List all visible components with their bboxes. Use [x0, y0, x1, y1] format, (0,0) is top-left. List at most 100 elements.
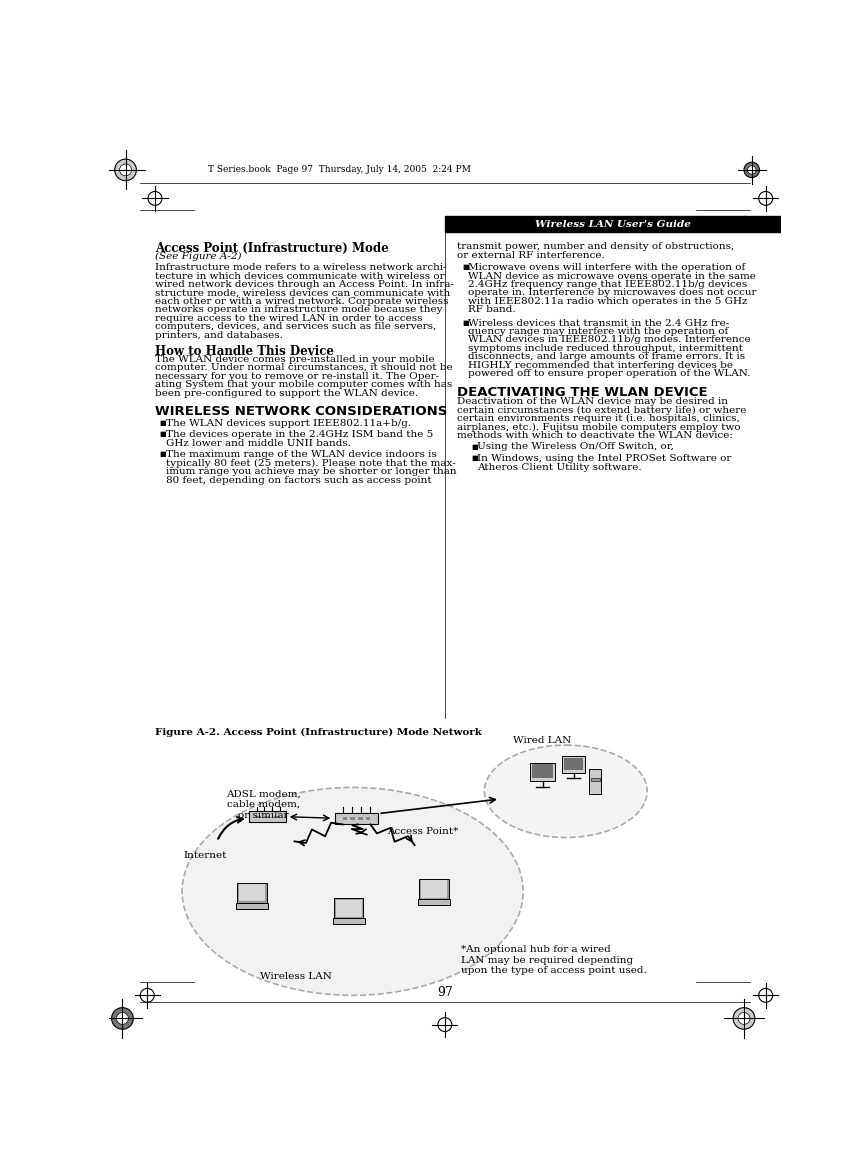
- Text: The WLAN device comes pre-installed in your mobile: The WLAN device comes pre-installed in y…: [155, 355, 435, 363]
- Ellipse shape: [182, 788, 523, 995]
- Text: The WLAN devices support IEEE802.11a+b/g.: The WLAN devices support IEEE802.11a+b/g…: [166, 418, 411, 428]
- Bar: [249, 811, 286, 822]
- Bar: [335, 813, 378, 824]
- Text: ■: ■: [471, 455, 477, 462]
- Text: 97: 97: [437, 986, 453, 999]
- Bar: [562, 756, 585, 772]
- Text: Microwave ovens will interfere with the operation of: Microwave ovens will interfere with the …: [468, 263, 746, 272]
- Bar: [237, 883, 266, 902]
- Text: ■: ■: [160, 451, 167, 457]
- Bar: [332, 919, 365, 925]
- Text: RF band.: RF band.: [468, 306, 516, 314]
- Circle shape: [115, 159, 136, 180]
- Text: DEACTIVATING THE WLAN DEVICE: DEACTIVATING THE WLAN DEVICE: [457, 386, 708, 398]
- Text: transmit power, number and density of obstructions,: transmit power, number and density of ob…: [457, 243, 734, 251]
- Text: ■: ■: [462, 264, 469, 271]
- Text: In Windows, using the Intel PROSet Software or: In Windows, using the Intel PROSet Softw…: [477, 454, 732, 463]
- Bar: [336, 900, 362, 917]
- Bar: [239, 884, 265, 901]
- Circle shape: [116, 1013, 128, 1024]
- Bar: [365, 817, 371, 819]
- Text: imum range you achieve may be shorter or longer than: imum range you achieve may be shorter or…: [166, 468, 457, 476]
- Ellipse shape: [484, 745, 648, 838]
- Text: tecture in which devices communicate with wireless or: tecture in which devices communicate wit…: [155, 272, 444, 280]
- Bar: [589, 769, 602, 793]
- Text: Access Point (Infrastructure) Mode: Access Point (Infrastructure) Mode: [155, 243, 389, 255]
- Circle shape: [738, 1013, 750, 1024]
- Bar: [236, 902, 268, 908]
- Text: Wireless LAN: Wireless LAN: [260, 973, 332, 981]
- Text: or external RF interference.: or external RF interference.: [457, 251, 605, 260]
- Bar: [351, 817, 355, 819]
- Text: The maximum range of the WLAN device indoors is: The maximum range of the WLAN device ind…: [166, 450, 437, 459]
- Text: HIGHLY recommended that interfering devices be: HIGHLY recommended that interfering devi…: [468, 361, 733, 370]
- Circle shape: [744, 162, 760, 178]
- Text: require access to the wired LAN in order to access: require access to the wired LAN in order…: [155, 314, 423, 323]
- Text: wired network devices through an Access Point. In infra-: wired network devices through an Access …: [155, 280, 454, 289]
- Text: operate in. Interference by microwaves does not occur: operate in. Interference by microwaves d…: [468, 288, 757, 298]
- Text: Infrastructure mode refers to a wireless network archi-: Infrastructure mode refers to a wireless…: [155, 263, 447, 272]
- Text: Figure A-2. Access Point (Infrastructure) Mode Network: Figure A-2. Access Point (Infrastructure…: [155, 728, 482, 736]
- Circle shape: [112, 1008, 134, 1029]
- Bar: [264, 816, 271, 818]
- Text: GHz lower and middle UNII bands.: GHz lower and middle UNII bands.: [166, 438, 351, 448]
- Text: WLAN device as microwave ovens operate in the same: WLAN device as microwave ovens operate i…: [468, 272, 756, 280]
- Text: printers, and databases.: printers, and databases.: [155, 331, 283, 340]
- Bar: [418, 899, 450, 905]
- Bar: [445, 216, 781, 232]
- Circle shape: [733, 1008, 755, 1029]
- Bar: [590, 778, 600, 781]
- Text: Atheros Client Utility software.: Atheros Client Utility software.: [477, 463, 642, 471]
- Text: ■: ■: [160, 431, 167, 437]
- Text: disconnects, and large amounts of frame errors. It is: disconnects, and large amounts of frame …: [468, 353, 746, 361]
- Text: Deactivation of the WLAN device may be desired in: Deactivation of the WLAN device may be d…: [457, 397, 728, 406]
- Text: Wireless devices that transmit in the 2.4 GHz fre-: Wireless devices that transmit in the 2.…: [468, 319, 729, 327]
- Text: 80 feet, depending on factors such as access point: 80 feet, depending on factors such as ac…: [166, 476, 431, 484]
- Circle shape: [120, 164, 132, 176]
- Bar: [419, 879, 449, 899]
- Text: quency range may interfere with the operation of: quency range may interfere with the oper…: [468, 327, 728, 336]
- Text: WLAN devices in IEEE802.11b/g modes. Interference: WLAN devices in IEEE802.11b/g modes. Int…: [468, 335, 751, 345]
- Text: Using the Wireless On/Off Switch, or,: Using the Wireless On/Off Switch, or,: [477, 443, 674, 451]
- Bar: [255, 816, 261, 818]
- Text: ■: ■: [462, 320, 469, 326]
- Bar: [530, 763, 555, 782]
- Text: WIRELESS NETWORK CONSIDERATIONS: WIRELESS NETWORK CONSIDERATIONS: [155, 404, 447, 417]
- Text: T Series.book  Page 97  Thursday, July 14, 2005  2:24 PM: T Series.book Page 97 Thursday, July 14,…: [207, 164, 470, 173]
- Text: symptoms include reduced throughput, intermittent: symptoms include reduced throughput, int…: [468, 343, 743, 353]
- Text: been pre-configured to support the WLAN device.: been pre-configured to support the WLAN …: [155, 389, 418, 397]
- Text: networks operate in infrastructure mode because they: networks operate in infrastructure mode …: [155, 306, 443, 314]
- Text: ADSL modem,
cable modem,
or similar: ADSL modem, cable modem, or similar: [227, 790, 301, 819]
- Text: necessary for you to remove or re-install it. The Oper-: necessary for you to remove or re-instal…: [155, 372, 439, 381]
- Bar: [334, 898, 364, 919]
- Text: *An optional hub for a wired
LAN may be required depending
upon the type of acce: *An optional hub for a wired LAN may be …: [461, 946, 647, 975]
- Bar: [564, 757, 583, 770]
- Text: Internet: Internet: [184, 851, 227, 860]
- Text: (See Figure A-2): (See Figure A-2): [155, 252, 241, 261]
- Text: structure mode, wireless devices can communicate with: structure mode, wireless devices can com…: [155, 288, 450, 298]
- Text: The devices operate in the 2.4GHz ISM band the 5: The devices operate in the 2.4GHz ISM ba…: [166, 430, 433, 440]
- Text: Access Point*: Access Point*: [387, 827, 459, 837]
- Bar: [421, 880, 447, 898]
- Bar: [273, 816, 279, 818]
- Text: each other or with a wired network. Corporate wireless: each other or with a wired network. Corp…: [155, 297, 449, 306]
- Text: ating System that your mobile computer comes with has: ating System that your mobile computer c…: [155, 380, 452, 389]
- Text: How to Handle This Device: How to Handle This Device: [155, 345, 334, 357]
- Text: Wired LAN: Wired LAN: [513, 736, 572, 745]
- Text: computers, devices, and services such as file servers,: computers, devices, and services such as…: [155, 322, 437, 332]
- Bar: [532, 764, 554, 778]
- Text: with IEEE802.11a radio which operates in the 5 GHz: with IEEE802.11a radio which operates in…: [468, 297, 747, 306]
- Text: airplanes, etc.). Fujitsu mobile computers employ two: airplanes, etc.). Fujitsu mobile compute…: [457, 422, 741, 431]
- Text: certain environments require it (i.e. hospitals, clinics,: certain environments require it (i.e. ho…: [457, 414, 740, 423]
- Circle shape: [747, 165, 756, 175]
- Bar: [358, 817, 363, 819]
- Text: Wireless LAN User's Guide: Wireless LAN User's Guide: [535, 220, 691, 229]
- Text: powered off to ensure proper operation of the WLAN.: powered off to ensure proper operation o…: [468, 369, 751, 379]
- Text: methods with which to deactivate the WLAN device:: methods with which to deactivate the WLA…: [457, 431, 733, 440]
- Bar: [343, 817, 347, 819]
- Text: ■: ■: [160, 420, 167, 425]
- Text: certain circumstances (to extend battery life) or where: certain circumstances (to extend battery…: [457, 406, 746, 415]
- Text: ■: ■: [471, 444, 477, 450]
- Text: 2.4GHz frequency range that IEEE802.11b/g devices: 2.4GHz frequency range that IEEE802.11b/…: [468, 280, 747, 289]
- Text: typically 80 feet (25 meters). Please note that the max-: typically 80 feet (25 meters). Please no…: [166, 458, 456, 468]
